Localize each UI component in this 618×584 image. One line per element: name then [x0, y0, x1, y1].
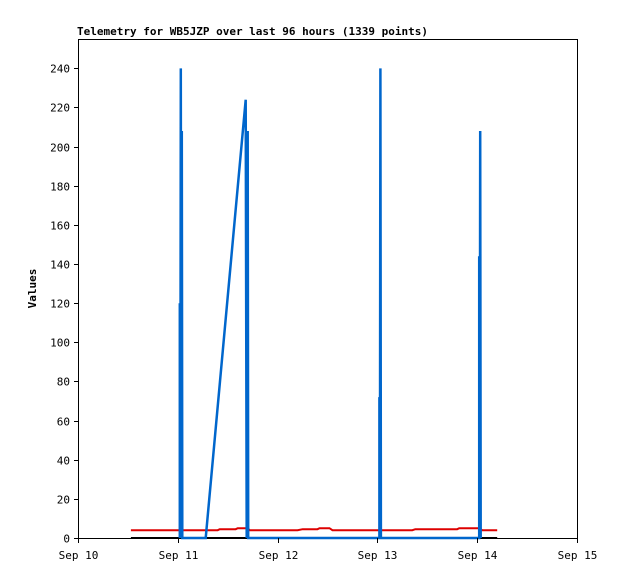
y-tick-label-7: 140	[50, 259, 70, 272]
series-line-0	[178, 68, 482, 540]
y-tick-label-10: 200	[50, 142, 70, 155]
y-axis: 0 20 40 60 80 100 120 140 160 180 200 220 240	[50, 63, 78, 546]
y-tick-label-12: 240	[50, 63, 70, 76]
x-tick-label-0: Sep 10	[59, 549, 99, 562]
y-tick-label-2: 40	[57, 455, 70, 468]
y-tick-label-0: 0	[63, 533, 70, 546]
y-tick-label-5: 100	[50, 337, 70, 350]
x-tick-label-1: Sep 11	[159, 549, 199, 562]
y-tick-label-6: 120	[50, 298, 70, 311]
series-line-1	[130, 527, 498, 532]
y-tick-label-9: 180	[50, 181, 70, 194]
y-axis-label: Values	[26, 269, 39, 309]
x-axis: Sep 10 Sep 11 Sep 12 Sep 13 Sep 14 Sep 15	[59, 538, 598, 562]
y-tick-label-11: 220	[50, 102, 70, 115]
x-tick-label-5: Sep 15	[558, 549, 598, 562]
y-tick-label-8: 160	[50, 220, 70, 233]
y-tick-label-4: 80	[57, 376, 70, 389]
x-tick-label-3: Sep 13	[358, 549, 398, 562]
y-tick-label-1: 20	[57, 494, 70, 507]
y-tick-label-3: 60	[57, 416, 70, 429]
x-tick-label-2: Sep 12	[259, 549, 299, 562]
chart-title: Telemetry for WB5JZP over last 96 hours …	[77, 25, 428, 38]
series-layer	[130, 68, 498, 540]
plot-area-frame	[78, 39, 578, 539]
x-tick-label-4: Sep 14	[458, 549, 498, 562]
